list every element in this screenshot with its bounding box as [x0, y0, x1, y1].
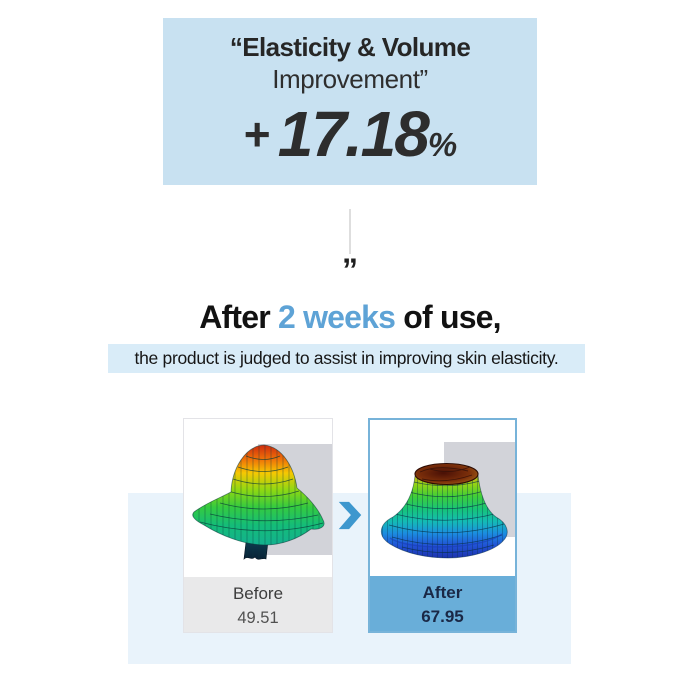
- before-surface-plot: [184, 419, 332, 577]
- chevron-right-icon: [338, 501, 362, 530]
- before-card: Before 49.51: [183, 418, 333, 633]
- subheading-bar: the product is judged to assist in impro…: [108, 344, 585, 373]
- before-value: 49.51: [237, 609, 279, 627]
- crater-top: [414, 462, 479, 486]
- after-3d-surface-chart: [380, 442, 515, 559]
- after-label-area: After 67.95: [370, 576, 515, 631]
- surface-crater-body: [380, 468, 508, 559]
- heading-prefix: After: [199, 299, 278, 335]
- result-title-line2: Improvement”: [272, 64, 428, 94]
- heading-suffix: of use,: [395, 299, 501, 335]
- after-card: After 67.95: [368, 418, 517, 633]
- result-title-line1: “Elasticity & Volume: [229, 32, 471, 62]
- vertical-divider: [349, 209, 351, 254]
- heading-highlight-duration: 2 weeks: [277, 299, 396, 335]
- result-box: “Elasticity & Volume Improvement” +17.18…: [163, 18, 537, 185]
- percent-unit: %: [427, 126, 458, 163]
- surface-hat: [192, 444, 325, 546]
- result-value: +17.18%: [163, 97, 537, 171]
- before-3d-surface-chart: [192, 444, 332, 560]
- improvement-percent-value: 17.18: [277, 98, 430, 170]
- before-label-area: Before 49.51: [184, 577, 332, 632]
- closing-quote-mark: ”: [342, 252, 358, 288]
- after-value: 67.95: [421, 607, 464, 626]
- before-label: Before: [232, 584, 284, 603]
- after-surface-plot: [370, 420, 515, 576]
- after-label: After: [422, 583, 463, 602]
- page-title: After 2 weeks of use,: [199, 299, 501, 336]
- plus-sign: +: [242, 108, 270, 160]
